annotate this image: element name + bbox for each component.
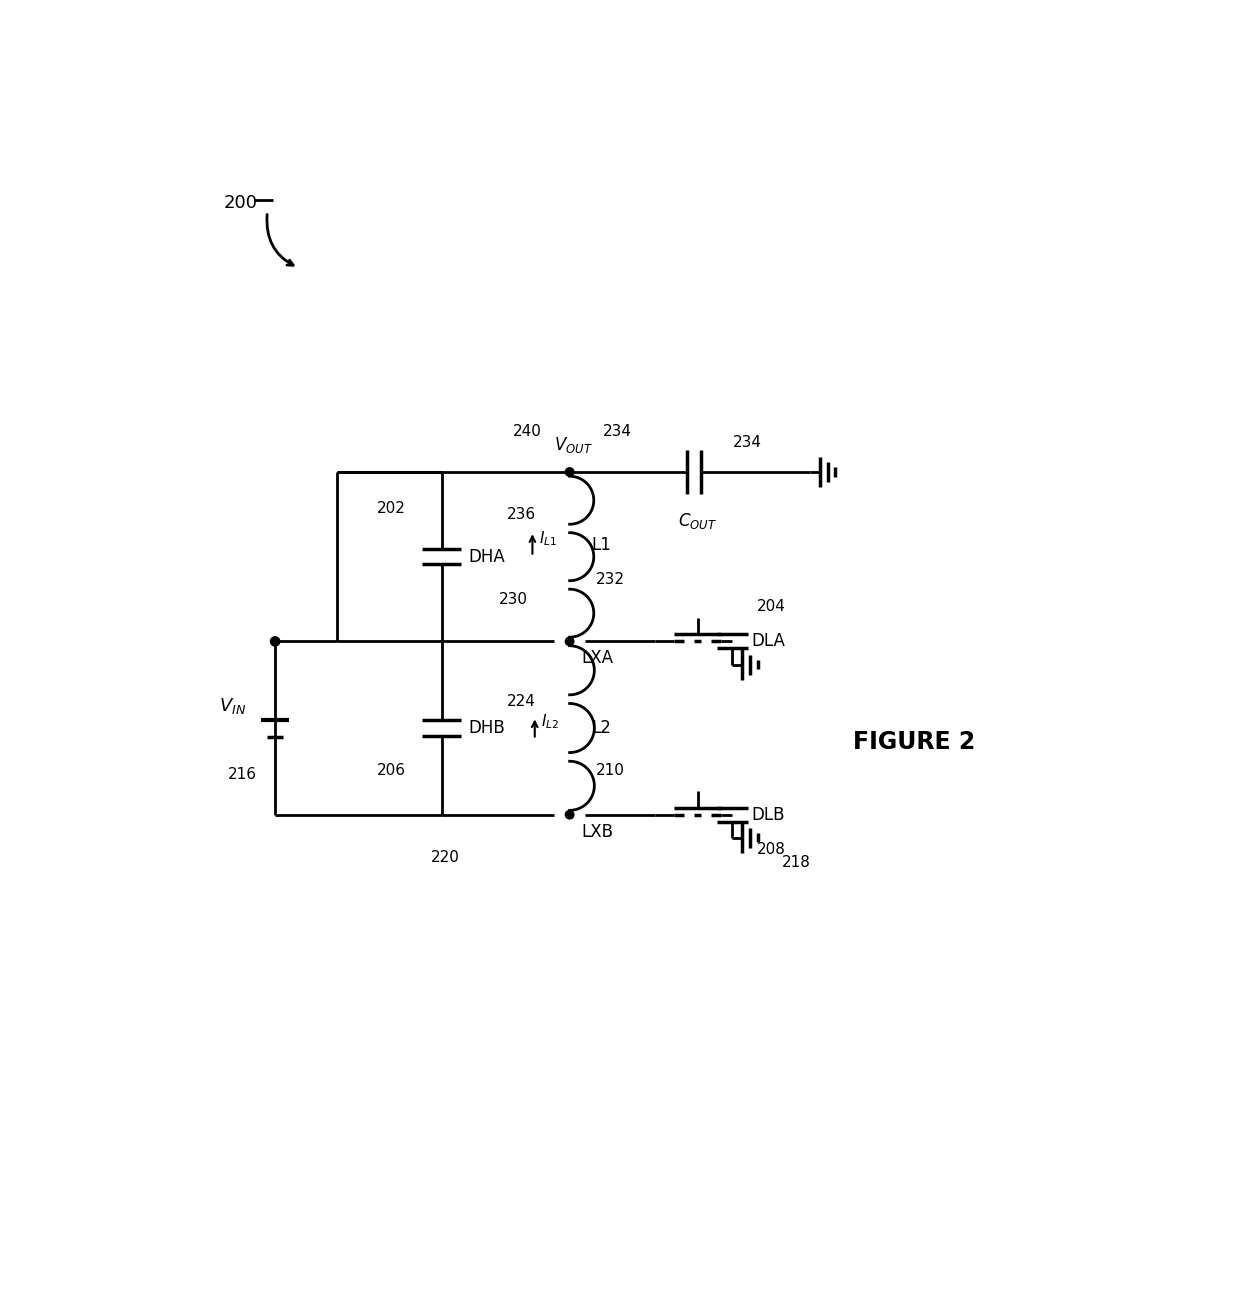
Text: 234: 234 (733, 436, 763, 450)
Text: DHB: DHB (469, 719, 506, 737)
Text: 208: 208 (756, 842, 786, 857)
Circle shape (270, 636, 280, 647)
Text: 216: 216 (228, 767, 257, 781)
Text: $V_{IN}$: $V_{IN}$ (218, 696, 246, 716)
Circle shape (565, 637, 574, 645)
Text: 202: 202 (377, 501, 405, 517)
Text: FIGURE 2: FIGURE 2 (853, 729, 976, 754)
Text: DLA: DLA (751, 632, 786, 651)
Text: $I_{L2}$: $I_{L2}$ (541, 712, 559, 732)
Text: $I_{L1}$: $I_{L1}$ (538, 530, 557, 548)
Text: 210: 210 (595, 763, 625, 778)
Text: 204: 204 (756, 600, 786, 614)
Text: LXB: LXB (582, 822, 614, 840)
Text: 236: 236 (507, 507, 536, 522)
Text: 240: 240 (512, 424, 542, 440)
Text: 234: 234 (603, 424, 632, 440)
Text: 200: 200 (223, 194, 257, 212)
Text: 230: 230 (500, 592, 528, 606)
Text: L2: L2 (591, 719, 611, 737)
Circle shape (565, 467, 574, 476)
Text: LXA: LXA (582, 649, 614, 668)
Text: 206: 206 (377, 763, 405, 778)
Text: $C_{OUT}$: $C_{OUT}$ (678, 511, 717, 530)
Text: 218: 218 (781, 855, 811, 870)
Text: 232: 232 (595, 572, 625, 588)
Circle shape (565, 810, 574, 819)
Text: 224: 224 (507, 694, 536, 708)
Text: $V_{OUT}$: $V_{OUT}$ (554, 435, 593, 456)
Text: L1: L1 (591, 537, 611, 554)
Text: 220: 220 (432, 850, 460, 864)
Text: DHA: DHA (469, 547, 506, 565)
Text: DLB: DLB (751, 805, 785, 823)
